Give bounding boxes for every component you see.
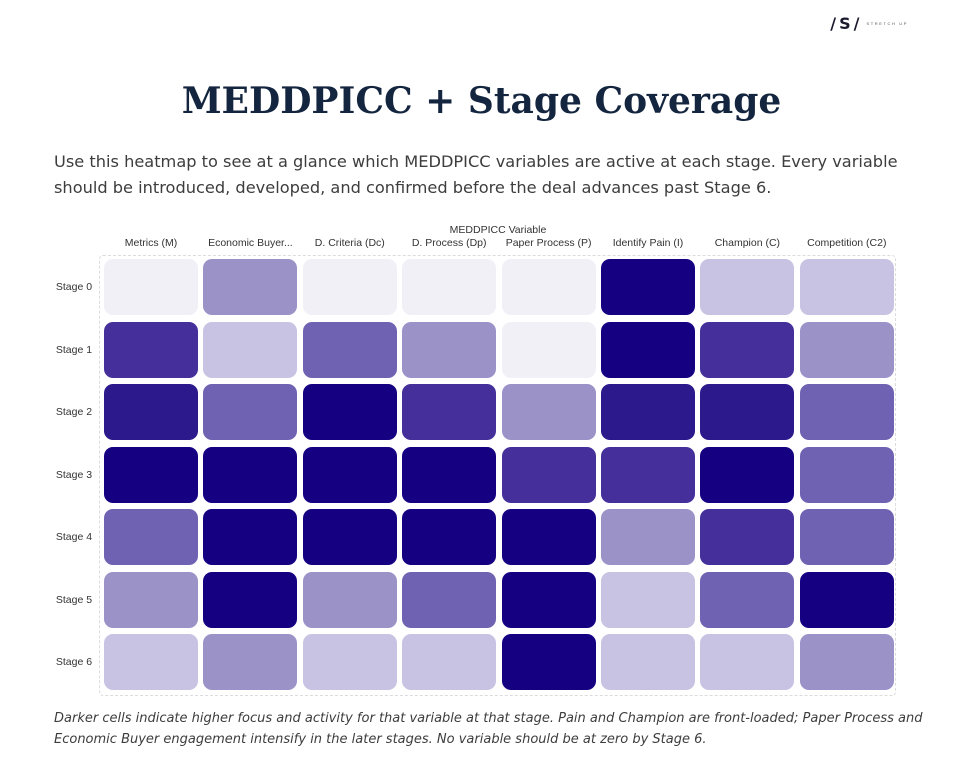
heatmap-cell — [799, 634, 894, 690]
heatmap-cell — [799, 571, 894, 628]
row-label: Stage 5 — [55, 593, 93, 606]
heatmap-cell — [601, 321, 695, 378]
heatmap-cell — [302, 509, 397, 565]
heatmap-cell — [402, 321, 497, 378]
heatmap-cell — [203, 634, 298, 690]
column-label: Economic Buyer... — [208, 237, 293, 249]
heatmap-cell — [104, 634, 198, 690]
heatmap-cell — [501, 634, 596, 690]
heatmap-cell — [700, 634, 795, 690]
heatmap-cell — [402, 571, 497, 628]
heatmap-cell — [799, 321, 894, 378]
heatmap-cell — [203, 259, 298, 315]
page-subtitle: Use this heatmap to see at a glance whic… — [54, 152, 898, 197]
heatmap-cell — [700, 446, 795, 503]
heatmap-cell — [501, 259, 596, 315]
heatmap-cell — [302, 634, 397, 690]
brand-mark: /S/ — [830, 14, 863, 33]
heatmap-cell — [402, 384, 497, 440]
heatmap-cell — [799, 446, 894, 503]
heatmap-cell — [402, 446, 497, 503]
heatmap-cell — [799, 384, 894, 440]
heatmap-cell — [104, 571, 198, 628]
heatmap-frame — [99, 255, 896, 696]
heatmap-cell — [203, 571, 298, 628]
brand-text: STRETCH UP — [866, 21, 908, 26]
x-axis-title: MEDDPICC Variable — [449, 224, 547, 236]
row-label: Stage 4 — [55, 531, 93, 543]
heatmap-cell — [203, 509, 298, 565]
column-label: D. Process (Dp) — [411, 237, 487, 249]
row-label: Stage 6 — [55, 656, 93, 668]
brand-logo: /S/ STRETCH UP — [830, 14, 908, 33]
heatmap-cell — [799, 259, 894, 315]
heatmap-cell — [402, 509, 497, 565]
row-label: Stage 3 — [55, 468, 93, 481]
heatmap-cell — [601, 509, 695, 565]
heatmap-cell — [104, 321, 198, 378]
heatmap-cell — [104, 446, 198, 503]
heatmap-cell — [700, 321, 795, 378]
row-label: Stage 1 — [55, 343, 93, 356]
heatmap-cell — [700, 571, 795, 628]
heatmap-cell — [203, 384, 298, 440]
heatmap-cell — [601, 571, 695, 628]
heatmap-cell — [104, 259, 198, 315]
heatmap-cell — [104, 509, 198, 565]
heatmap-cell — [601, 634, 695, 690]
heatmap-cell — [302, 384, 397, 440]
column-label: Paper Process (P) — [505, 237, 592, 249]
heatmap-cell — [104, 384, 198, 440]
row-label: Stage 0 — [55, 281, 93, 293]
heatmap-cell — [601, 446, 695, 503]
column-label: D. Criteria (Dc) — [314, 237, 385, 249]
heatmap-cell — [203, 446, 298, 503]
heatmap-cell — [501, 384, 596, 440]
heatmap-cell — [402, 259, 497, 315]
heatmap-cell — [601, 259, 695, 315]
heatmap-cell — [302, 259, 397, 315]
column-label: Champion (C) — [714, 237, 781, 249]
column-label: Competition (C2) — [807, 237, 887, 249]
heatmap-cell — [302, 446, 397, 503]
heatmap-cell — [203, 321, 298, 378]
heatmap-cell — [501, 321, 596, 378]
heatmap-cell — [799, 509, 894, 565]
heatmap-cell — [302, 321, 397, 378]
page-title: MEDDPICC + Stage Coverage — [181, 80, 782, 122]
heatmap-cell — [601, 384, 695, 440]
row-label: Stage 2 — [55, 406, 93, 418]
heatmap-cell — [402, 634, 497, 690]
heatmap-cell — [501, 446, 596, 503]
chart-note: Darker cells indicate higher focus and a… — [54, 711, 923, 747]
heatmap-cell — [501, 571, 596, 628]
column-label: Identify Pain (I) — [612, 237, 684, 249]
heatmap-cell — [700, 509, 795, 565]
heatmap-cell — [700, 259, 795, 315]
heatmap-cell — [302, 571, 397, 628]
column-label: Metrics (M) — [124, 237, 178, 249]
heatmap-cell — [501, 509, 596, 565]
heatmap-cell — [700, 384, 795, 440]
